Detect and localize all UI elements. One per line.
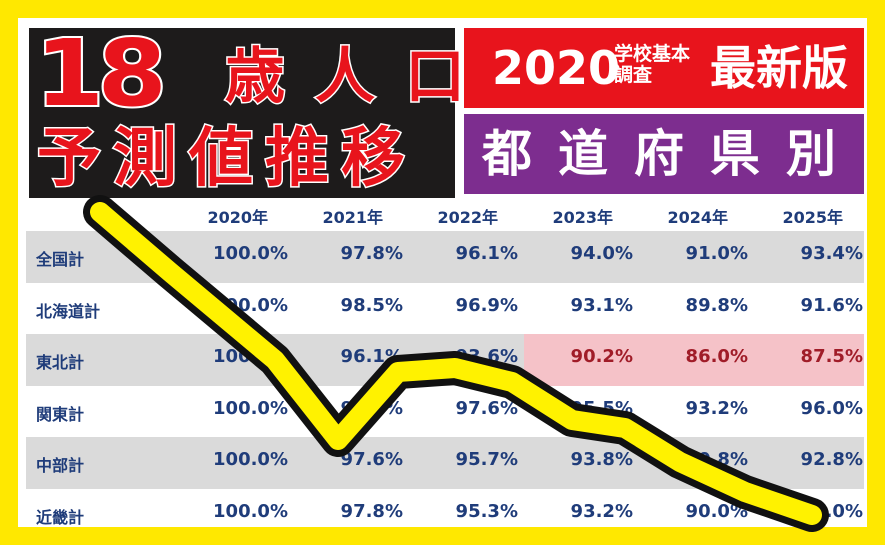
- prefecture-banner: 都道府県別: [464, 114, 864, 194]
- table-cell: 93.8%: [570, 449, 633, 470]
- table-cell: 97.6%: [340, 449, 403, 470]
- survey-label: 学校基本 調査: [614, 44, 690, 86]
- thumbnail-frame: 18 歳人口 予測値推移 2020 学校基本 調査 最新版 都道府県別 2020…: [18, 18, 867, 527]
- table-cell: 100.0%: [213, 346, 288, 367]
- table-cell: 93.4%: [800, 243, 863, 264]
- table-cell: 93.1%: [570, 294, 633, 316]
- column-header: 2023年: [552, 208, 613, 227]
- table-cell: 96.1%: [340, 346, 403, 367]
- table-cell: 98.8%: [340, 397, 403, 419]
- table-row: 近畿計 100.0% 97.8% 95.3% 93.2% 90.0% 92.0%: [26, 489, 864, 528]
- title-line-2: 予測値推移: [36, 121, 417, 198]
- table-cell: 92.8%: [800, 449, 863, 470]
- column-header: 2020年: [207, 208, 268, 227]
- big-number: 18: [33, 20, 169, 127]
- table-cell: 95.3%: [455, 500, 518, 522]
- table-row: 東北計 100.0% 96.1% 93.6% 90.2% 86.0% 87.5%: [26, 334, 864, 386]
- by-prefecture-label: 都道府県別: [482, 125, 862, 183]
- table-cell: 98.5%: [340, 294, 403, 316]
- table-cell: 93.2%: [570, 500, 633, 522]
- survey-label-line1: 学校基本: [614, 43, 691, 65]
- table-body: 全国計 100.0% 97.8% 96.1% 94.0% 91.0% 93.4% 北海道計 10…: [26, 231, 864, 527]
- latest-edition-label: 最新版: [710, 41, 848, 95]
- table-cell: 100.0%: [213, 397, 288, 419]
- title-block: 18 歳人口 予測値推移: [29, 22, 467, 198]
- table-cell: 91.0%: [685, 243, 748, 264]
- title-line-1: 歳人口: [224, 41, 495, 114]
- row-label: 関東計: [36, 404, 85, 424]
- table-cell: 96.0%: [800, 397, 863, 419]
- table-cell: 92.0%: [800, 500, 863, 522]
- row-label: 中部計: [36, 456, 85, 475]
- row-label: 近畿計: [36, 507, 85, 527]
- table-cell: 91.6%: [800, 294, 863, 316]
- table-cell: 100.0%: [213, 449, 288, 470]
- table-cell: 86.0%: [685, 346, 748, 367]
- table-cell: 100.0%: [213, 294, 288, 316]
- table-cell: 90.0%: [685, 500, 748, 522]
- column-header: 2024年: [667, 208, 728, 227]
- table-cell: 96.9%: [455, 294, 518, 316]
- table-cell: 97.8%: [340, 500, 403, 522]
- table-row: 関東計 100.0% 98.8% 97.6% 95.5% 93.2% 96.0%: [26, 386, 864, 438]
- column-header: 2021年: [322, 208, 383, 227]
- year-banner: 2020 学校基本 調査 最新版: [464, 28, 864, 108]
- row-label: 全国計: [36, 250, 85, 269]
- table-cell: 93.2%: [685, 397, 748, 419]
- table-cell: 89.8%: [685, 294, 748, 316]
- table-cell: 97.8%: [340, 243, 403, 264]
- table-cell: 87.5%: [800, 346, 863, 367]
- row-label: 東北計: [36, 353, 85, 372]
- row-label: 北海道計: [36, 301, 101, 321]
- column-header: 2025年: [782, 208, 843, 227]
- table-row: 全国計 100.0% 97.8% 96.1% 94.0% 91.0% 93.4%: [26, 231, 864, 283]
- table-cell: 90.8%: [685, 449, 748, 470]
- table-cell: 95.7%: [455, 449, 518, 470]
- table-cell: 95.5%: [570, 397, 633, 419]
- table-cell: 90.2%: [570, 346, 633, 367]
- table-cell: 100.0%: [213, 243, 288, 264]
- table-cell: 94.0%: [570, 243, 633, 264]
- table-cell: 100.0%: [213, 500, 288, 522]
- data-table: 2020年 2021年 2022年 2023年 2024年 2025年 全国計 100.0%…: [26, 200, 864, 527]
- survey-label-line2: 調査: [614, 64, 653, 86]
- column-header-row: 2020年 2021年 2022年 2023年 2024年 2025年: [26, 200, 864, 231]
- table-row: 中部計 100.0% 97.6% 95.7% 93.8% 90.8% 92.8%: [26, 437, 864, 489]
- column-header: 2022年: [437, 208, 498, 227]
- table-cell: 93.6%: [455, 346, 518, 367]
- table-cell: 97.6%: [455, 397, 518, 419]
- table-cell: 96.1%: [455, 243, 518, 264]
- table-row: 北海道計 100.0% 98.5% 96.9% 93.1% 89.8% 91.6%: [26, 283, 864, 335]
- year-number: 2020: [492, 41, 621, 95]
